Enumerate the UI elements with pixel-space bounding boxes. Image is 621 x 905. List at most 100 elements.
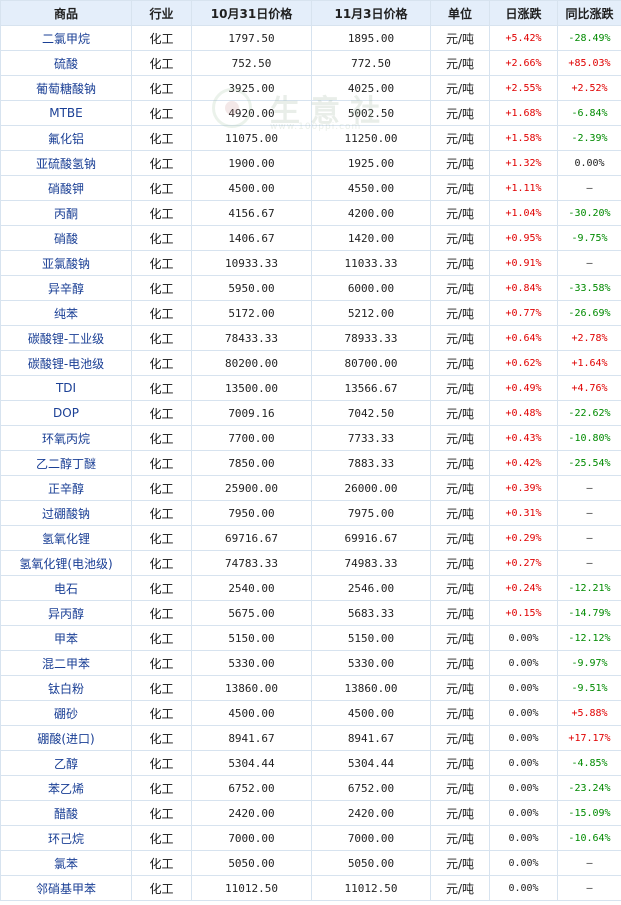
industry-cell: 化工 [131,825,192,851]
yoy-change-cell: +17.17% [557,725,621,751]
price-nov3-cell: 11033.33 [311,250,431,276]
unit-cell: 元/吨 [430,450,490,476]
price-nov3-cell: 7883.33 [311,450,431,476]
daily-change-cell: +1.04% [489,200,558,226]
price-nov3-cell: 4550.00 [311,175,431,201]
daily-change-cell: 0.00% [489,675,558,701]
product-name-link[interactable]: MTBE [0,100,132,126]
product-name-link[interactable]: 混二甲苯 [0,650,132,676]
price-oct31-cell: 7950.00 [191,500,312,526]
unit-cell: 元/吨 [430,575,490,601]
product-name-link[interactable]: 过硼酸钠 [0,500,132,526]
table-row: 硝酸 化工 1406.67 1420.00 元/吨 +0.95% -9.75% [0,225,621,251]
product-name-link[interactable]: 硼酸(进口) [0,725,132,751]
product-name-link[interactable]: 钛白粉 [0,675,132,701]
price-nov3-cell: 7733.33 [311,425,431,451]
price-nov3-cell: 4200.00 [311,200,431,226]
product-name-link[interactable]: 硝酸 [0,225,132,251]
price-nov3-cell: 13566.67 [311,375,431,401]
product-name-link[interactable]: 苯乙烯 [0,775,132,801]
price-nov3-cell: 5304.44 [311,750,431,776]
unit-cell: 元/吨 [430,525,490,551]
price-nov3-cell: 2420.00 [311,800,431,826]
price-nov3-cell: 74983.33 [311,550,431,576]
header-industry: 行业 [131,0,192,26]
daily-change-cell: +0.91% [489,250,558,276]
product-name-link[interactable]: 氢氧化锂 [0,525,132,551]
price-oct31-cell: 7700.00 [191,425,312,451]
unit-cell: 元/吨 [430,800,490,826]
price-nov3-cell: 8941.67 [311,725,431,751]
table-row: 亚氯酸钠 化工 10933.33 11033.33 元/吨 +0.91% — [0,250,621,276]
unit-cell: 元/吨 [430,375,490,401]
product-name-link[interactable]: 葡萄糖酸钠 [0,75,132,101]
industry-cell: 化工 [131,575,192,601]
unit-cell: 元/吨 [430,175,490,201]
yoy-change-cell: -23.24% [557,775,621,801]
industry-cell: 化工 [131,250,192,276]
unit-cell: 元/吨 [430,150,490,176]
table-row: 氟化铝 化工 11075.00 11250.00 元/吨 +1.58% -2.39% [0,125,621,151]
table-row: 乙醇 化工 5304.44 5304.44 元/吨 0.00% -4.85% [0,750,621,776]
product-name-link[interactable]: 甲苯 [0,625,132,651]
product-name-link[interactable]: 硼砂 [0,700,132,726]
price-nov3-cell: 1420.00 [311,225,431,251]
product-name-link[interactable]: 环氧丙烷 [0,425,132,451]
unit-cell: 元/吨 [430,875,490,901]
product-name-link[interactable]: 亚氯酸钠 [0,250,132,276]
product-name-link[interactable]: 邻硝基甲苯 [0,875,132,901]
industry-cell: 化工 [131,25,192,51]
price-nov3-cell: 11012.50 [311,875,431,901]
product-name-link[interactable]: 二氯甲烷 [0,25,132,51]
unit-cell: 元/吨 [430,300,490,326]
table-row: 醋酸 化工 2420.00 2420.00 元/吨 0.00% -15.09% [0,800,621,826]
product-name-link[interactable]: 异丙醇 [0,600,132,626]
unit-cell: 元/吨 [430,25,490,51]
product-name-link[interactable]: 纯苯 [0,300,132,326]
price-oct31-cell: 2540.00 [191,575,312,601]
product-name-link[interactable]: 乙醇 [0,750,132,776]
product-name-link[interactable]: 醋酸 [0,800,132,826]
product-name-link[interactable]: 硫酸 [0,50,132,76]
daily-change-cell: 0.00% [489,875,558,901]
product-name-link[interactable]: 乙二醇丁醚 [0,450,132,476]
product-name-link[interactable]: 异辛醇 [0,275,132,301]
price-nov3-cell: 6752.00 [311,775,431,801]
product-name-link[interactable]: 亚硫酸氢钠 [0,150,132,176]
daily-change-cell: 0.00% [489,775,558,801]
unit-cell: 元/吨 [430,350,490,376]
product-name-link[interactable]: 氯苯 [0,850,132,876]
price-nov3-cell: 772.50 [311,50,431,76]
yoy-change-cell: -26.69% [557,300,621,326]
product-name-link[interactable]: 电石 [0,575,132,601]
product-name-link[interactable]: 正辛醇 [0,475,132,501]
product-name-link[interactable]: 丙酮 [0,200,132,226]
daily-change-cell: +0.77% [489,300,558,326]
price-oct31-cell: 1406.67 [191,225,312,251]
price-oct31-cell: 5050.00 [191,850,312,876]
yoy-change-cell: +5.88% [557,700,621,726]
product-name-link[interactable]: TDI [0,375,132,401]
price-oct31-cell: 7850.00 [191,450,312,476]
product-name-link[interactable]: DOP [0,400,132,426]
product-name-link[interactable]: 碳酸锂-工业级 [0,325,132,351]
price-oct31-cell: 8941.67 [191,725,312,751]
yoy-change-cell: -22.62% [557,400,621,426]
table-row: 钛白粉 化工 13860.00 13860.00 元/吨 0.00% -9.51% [0,675,621,701]
unit-cell: 元/吨 [430,75,490,101]
product-name-link[interactable]: 氢氧化锂(电池级) [0,550,132,576]
daily-change-cell: +2.55% [489,75,558,101]
price-oct31-cell: 10933.33 [191,250,312,276]
product-name-link[interactable]: 硝酸钾 [0,175,132,201]
price-oct31-cell: 4156.67 [191,200,312,226]
industry-cell: 化工 [131,225,192,251]
industry-cell: 化工 [131,650,192,676]
industry-cell: 化工 [131,475,192,501]
unit-cell: 元/吨 [430,850,490,876]
product-name-link[interactable]: 碳酸锂-电池级 [0,350,132,376]
industry-cell: 化工 [131,775,192,801]
price-nov3-cell: 5150.00 [311,625,431,651]
product-name-link[interactable]: 环己烷 [0,825,132,851]
product-name-link[interactable]: 氟化铝 [0,125,132,151]
unit-cell: 元/吨 [430,625,490,651]
